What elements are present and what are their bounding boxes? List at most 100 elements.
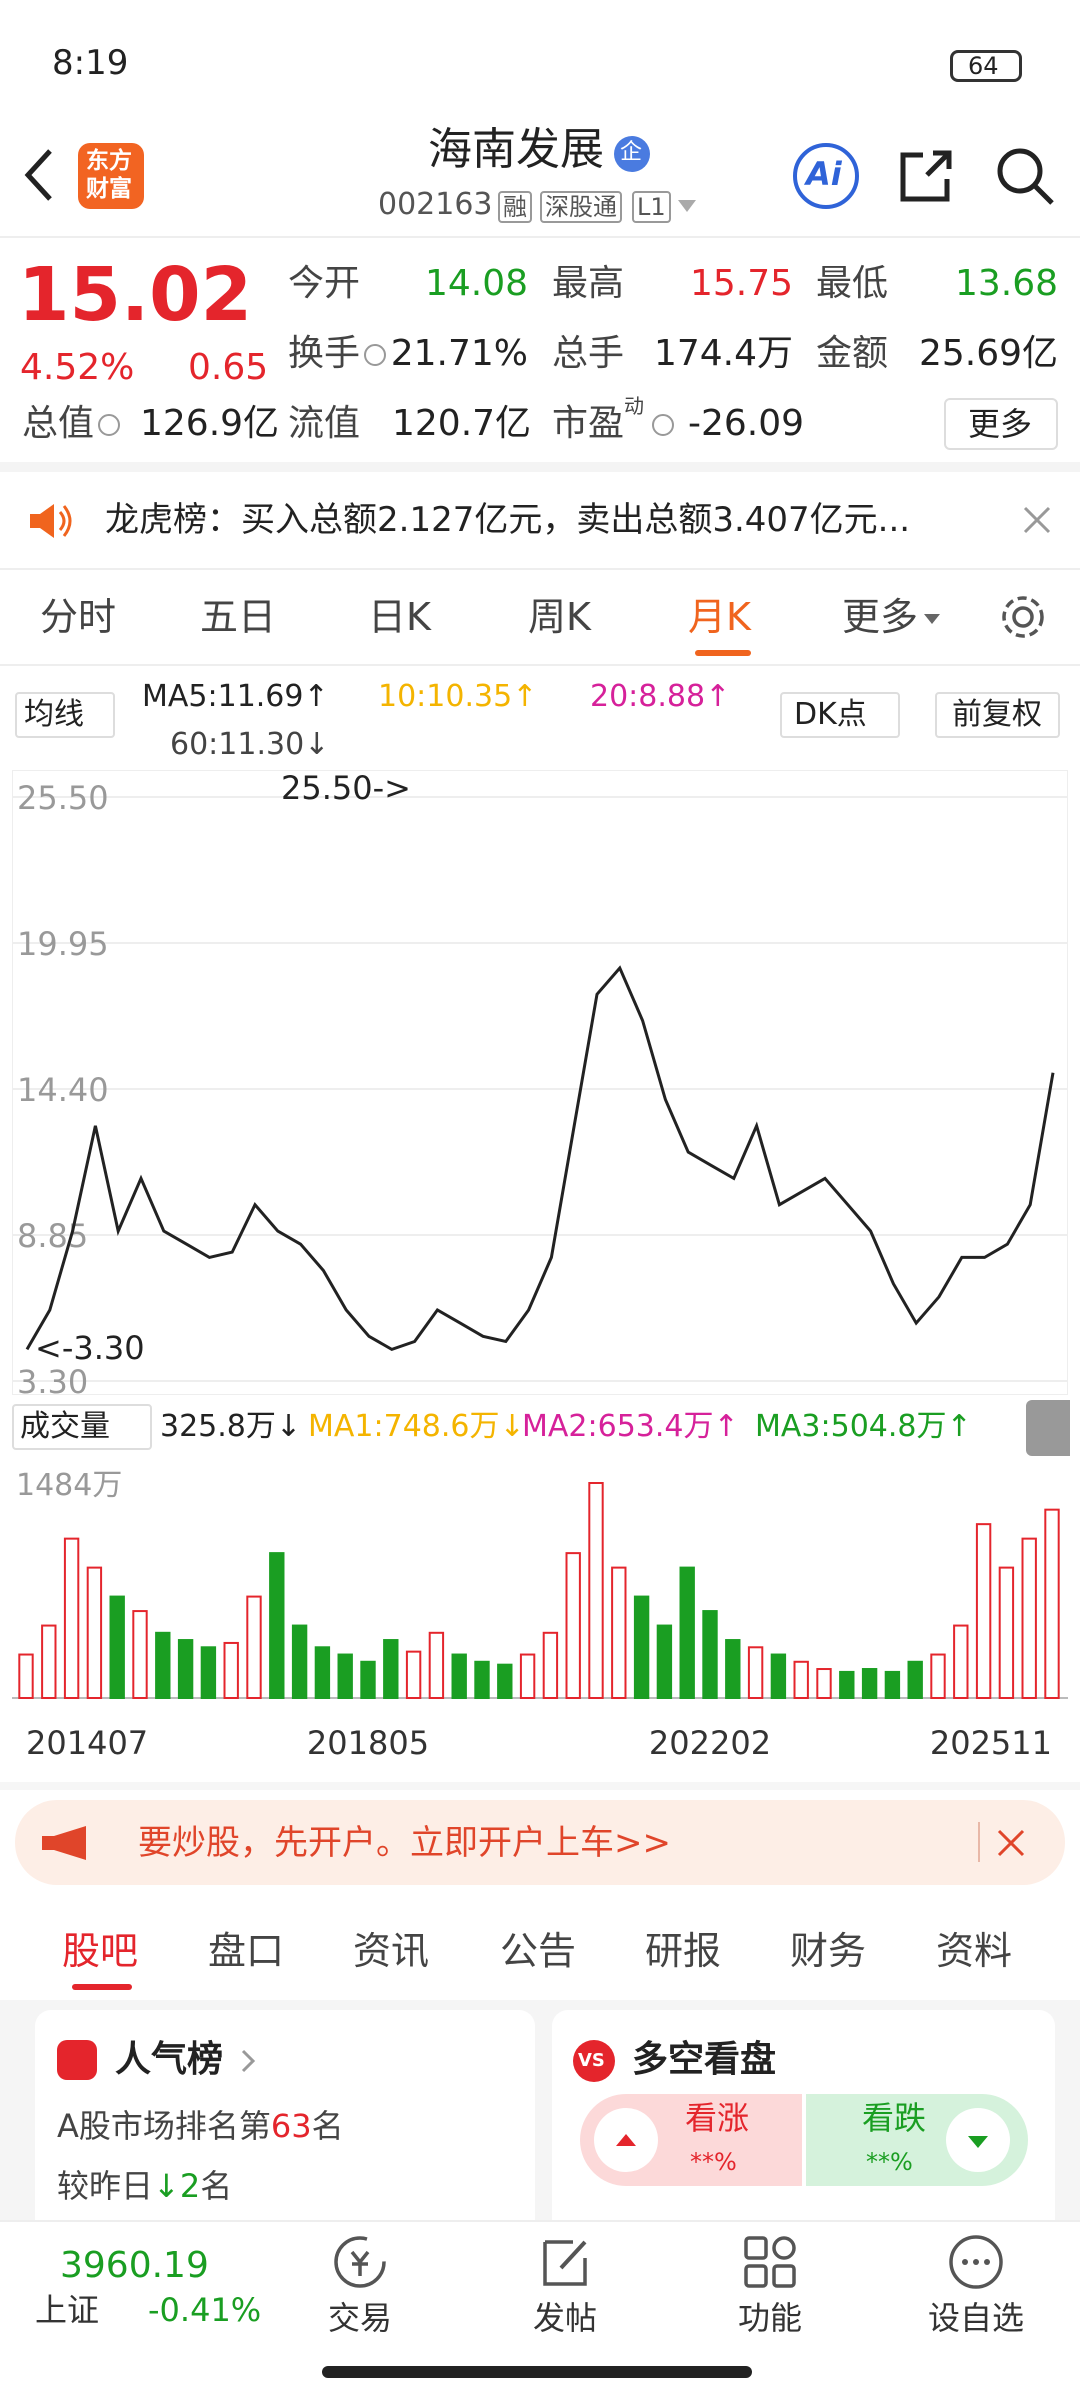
stat-value: -26.09: [688, 403, 805, 444]
vs-text: VS: [578, 2050, 605, 2071]
post-icon[interactable]: [535, 2232, 595, 2292]
x-tick-label: 201805: [307, 1724, 429, 1762]
stat-value: 25.69亿: [918, 333, 1058, 374]
x-tick-label: 202511: [930, 1724, 1052, 1762]
volume-bar: [565, 1552, 581, 1699]
search-button[interactable]: [992, 143, 1058, 209]
stat-label: 今开: [288, 263, 361, 304]
info-icon[interactable]: [364, 344, 386, 366]
stat-value: 15.75: [689, 263, 793, 304]
watchlist-icon[interactable]: [946, 2232, 1006, 2292]
price-chart[interactable]: 3.30 8.85 14.40 19.95 25.50 25.50-> <-3.30: [12, 770, 1068, 1395]
info-icon[interactable]: [652, 414, 674, 436]
period-tab[interactable]: 分时: [40, 595, 117, 639]
volume-bar: [953, 1624, 969, 1700]
index-value[interactable]: 3960.19: [60, 2245, 209, 2286]
dk-label: DK点: [794, 697, 867, 732]
period-tab-active[interactable]: 月K: [688, 595, 751, 639]
indicator-select[interactable]: [15, 692, 115, 738]
collapse-tab[interactable]: [1026, 1400, 1070, 1456]
volume-bar: [930, 1653, 946, 1700]
volume-bar: [428, 1631, 445, 1699]
app-logo[interactable]: [78, 143, 144, 209]
y-tick-label: 19.95: [17, 925, 109, 963]
info-icon[interactable]: [98, 414, 120, 436]
rank-number: 63: [270, 2107, 312, 2145]
volume-bar: [861, 1668, 878, 1700]
more-button[interactable]: [944, 398, 1058, 450]
rank-change: 较昨日↓2名: [57, 2170, 232, 2202]
nav-label[interactable]: 设自选: [928, 2299, 1025, 2337]
nav-label[interactable]: 发帖: [533, 2299, 598, 2337]
divider: [0, 462, 1080, 472]
popularity-card[interactable]: [35, 2010, 535, 2220]
dropdown-arrow[interactable]: [676, 198, 698, 214]
close-button[interactable]: [996, 1828, 1026, 1858]
section-tab-active[interactable]: 股吧: [62, 1929, 139, 1973]
section-tab[interactable]: 盘口: [208, 1929, 285, 1973]
section-tab[interactable]: 公告: [500, 1929, 577, 1973]
function-icon[interactable]: [740, 2232, 800, 2292]
back-button[interactable]: [18, 145, 58, 205]
volume-bar: [611, 1566, 627, 1699]
badge-text: 企: [620, 140, 643, 165]
volume-bar: [975, 1523, 992, 1699]
bottom-bar: [0, 2220, 1080, 2392]
period-tab[interactable]: 更多: [842, 595, 919, 639]
stock-code: 002163: [378, 187, 493, 222]
price: 15.02: [18, 252, 253, 338]
trade-icon[interactable]: [330, 2232, 390, 2292]
stat-sup: 动: [624, 394, 644, 418]
banner[interactable]: [15, 1800, 1065, 1885]
more-label: 更多: [968, 405, 1033, 443]
volume-bar: [474, 1660, 490, 1699]
volume-bar: [86, 1566, 103, 1699]
index-name[interactable]: 上证: [35, 2291, 100, 2329]
period-tab[interactable]: 周K: [528, 595, 591, 639]
section-tab[interactable]: 财务: [790, 1929, 867, 1973]
ai-label: Ai: [806, 155, 842, 193]
tag: 深股通: [540, 191, 622, 223]
ai-button[interactable]: [793, 143, 859, 209]
share-button[interactable]: [893, 143, 959, 209]
volume-bar: [246, 1595, 262, 1699]
stat-label: 最低: [816, 263, 889, 304]
speaker-icon: [30, 504, 72, 538]
volume-chart[interactable]: 1484万 201407 201805 202202 202511: [12, 1458, 1068, 1778]
indicator-select[interactable]: [12, 1404, 152, 1450]
volume-bar: [702, 1610, 718, 1699]
index-change[interactable]: -0.41%: [148, 2291, 262, 2329]
notice-text[interactable]: 龙虎榜：买入总额2.127亿元，卖出总额3.407亿元...: [105, 500, 911, 540]
divider: [0, 236, 1080, 238]
period-tab[interactable]: 日K: [368, 595, 431, 639]
logo-text: 东方: [86, 148, 132, 174]
volume-bar: [200, 1646, 217, 1699]
bull-button[interactable]: [592, 2106, 660, 2174]
section-tab[interactable]: 资料: [936, 1929, 1013, 1973]
adjust-button[interactable]: [935, 692, 1060, 738]
settings-button[interactable]: [998, 592, 1048, 642]
tag: L1: [632, 191, 671, 223]
period-tab[interactable]: 五日: [200, 595, 277, 639]
section-tab[interactable]: 资讯: [353, 1929, 430, 1973]
volume-bar: [360, 1660, 376, 1699]
close-button[interactable]: [1022, 505, 1052, 535]
change-value: ↓2: [153, 2167, 201, 2205]
annotation: <-3.30: [35, 1329, 145, 1367]
stat-value: 120.7亿: [392, 403, 532, 444]
divider: [0, 568, 1080, 570]
nav-label[interactable]: 交易: [328, 2299, 393, 2337]
rank-text: A股市场排名第63名: [57, 2110, 344, 2142]
nav-label[interactable]: 功能: [738, 2299, 803, 2337]
bull-label: 看涨: [685, 2099, 750, 2137]
banner-text[interactable]: 要炒股，先开户。立即开户上车>>: [138, 1823, 671, 1863]
dk-button[interactable]: [780, 692, 900, 738]
popularity-icon: [57, 2040, 97, 2080]
bear-button[interactable]: [944, 2106, 1012, 2174]
stat-value: 174.4万: [653, 333, 793, 374]
stat-label: 市盈: [552, 403, 625, 444]
section-tab[interactable]: 研报: [645, 1929, 722, 1973]
y-tick-label: 14.40: [17, 1071, 109, 1109]
